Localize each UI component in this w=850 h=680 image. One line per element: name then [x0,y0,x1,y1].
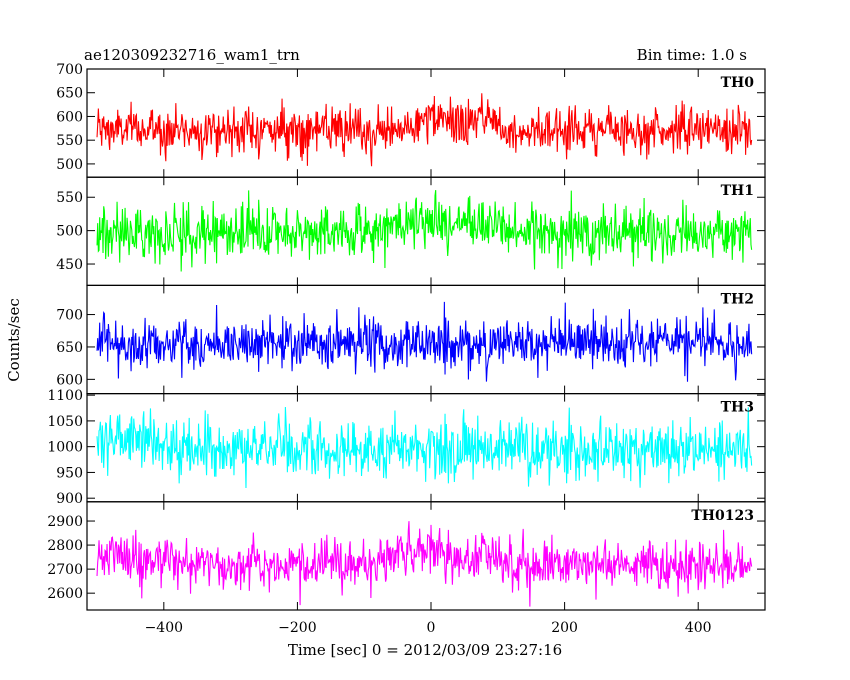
x-tick-label: −400 [145,620,183,636]
y-tick-label: 600 [56,372,83,388]
y-tick-label: 2700 [47,562,83,578]
series-th0-line [96,93,753,167]
series-label: TH0123 [691,508,754,524]
y-tick-label: 1000 [47,440,83,456]
panel-th2: 600 650 700 TH2 [56,284,766,395]
y-tick-label: 600 [56,109,83,125]
y-tick-label: 550 [56,190,83,206]
chart-title: ae120309232716_wam1_trn [84,46,300,64]
bin-time-label: Bin time: 1.0 s [637,46,747,64]
series-label: TH2 [721,291,754,307]
panel-frame [86,68,766,178]
panel-th1: 450 500 550 TH1 [56,176,766,286]
y-tick-label: 450 [56,257,83,273]
y-tick-label: 2900 [47,514,83,530]
x-tick-label: 400 [685,620,712,636]
y-axis-label: Counts/sec [5,298,23,382]
x-axis-label: Time [sec] 0 = 2012/03/09 23:27:16 [288,641,562,659]
panel-th3: 900 950 1000 1050 1100 TH3 [47,388,766,507]
series-label: TH0 [721,75,755,91]
panel-frame [86,501,766,611]
panel-th0: 500 550 600 650 700 TH0 [56,62,766,178]
y-tick-label: 500 [56,157,83,173]
y-tick-label: 650 [56,86,83,102]
y-tick-label: 900 [56,491,83,507]
y-tick-label: 550 [56,133,83,149]
y-tick-label: 650 [56,340,83,356]
series-th3-line [96,406,753,489]
series-th1-line [96,190,753,272]
x-tick-label: −200 [278,620,316,636]
y-tick-label: 500 [56,224,83,240]
series-th0123-line [96,521,753,607]
panels: 500 550 600 650 700 TH0 450 500 550 TH1 600 650 700 T… [47,62,766,636]
series-label: TH1 [721,183,754,199]
y-tick-label: 700 [56,62,83,78]
x-tick-label: 0 [427,620,436,636]
y-tick-label: 1100 [47,388,83,404]
y-tick-label: 2600 [47,586,83,602]
y-tick-label: 700 [56,308,83,324]
series-label: TH3 [721,400,754,416]
y-tick-label: 950 [56,465,83,481]
panel-th0123: 2600 2700 2800 2900 TH0123 [47,501,766,611]
y-tick-label: 1050 [47,414,83,430]
series-th2-line [96,301,753,382]
y-tick-label: 2800 [47,538,83,554]
x-tick-label: 200 [551,620,578,636]
